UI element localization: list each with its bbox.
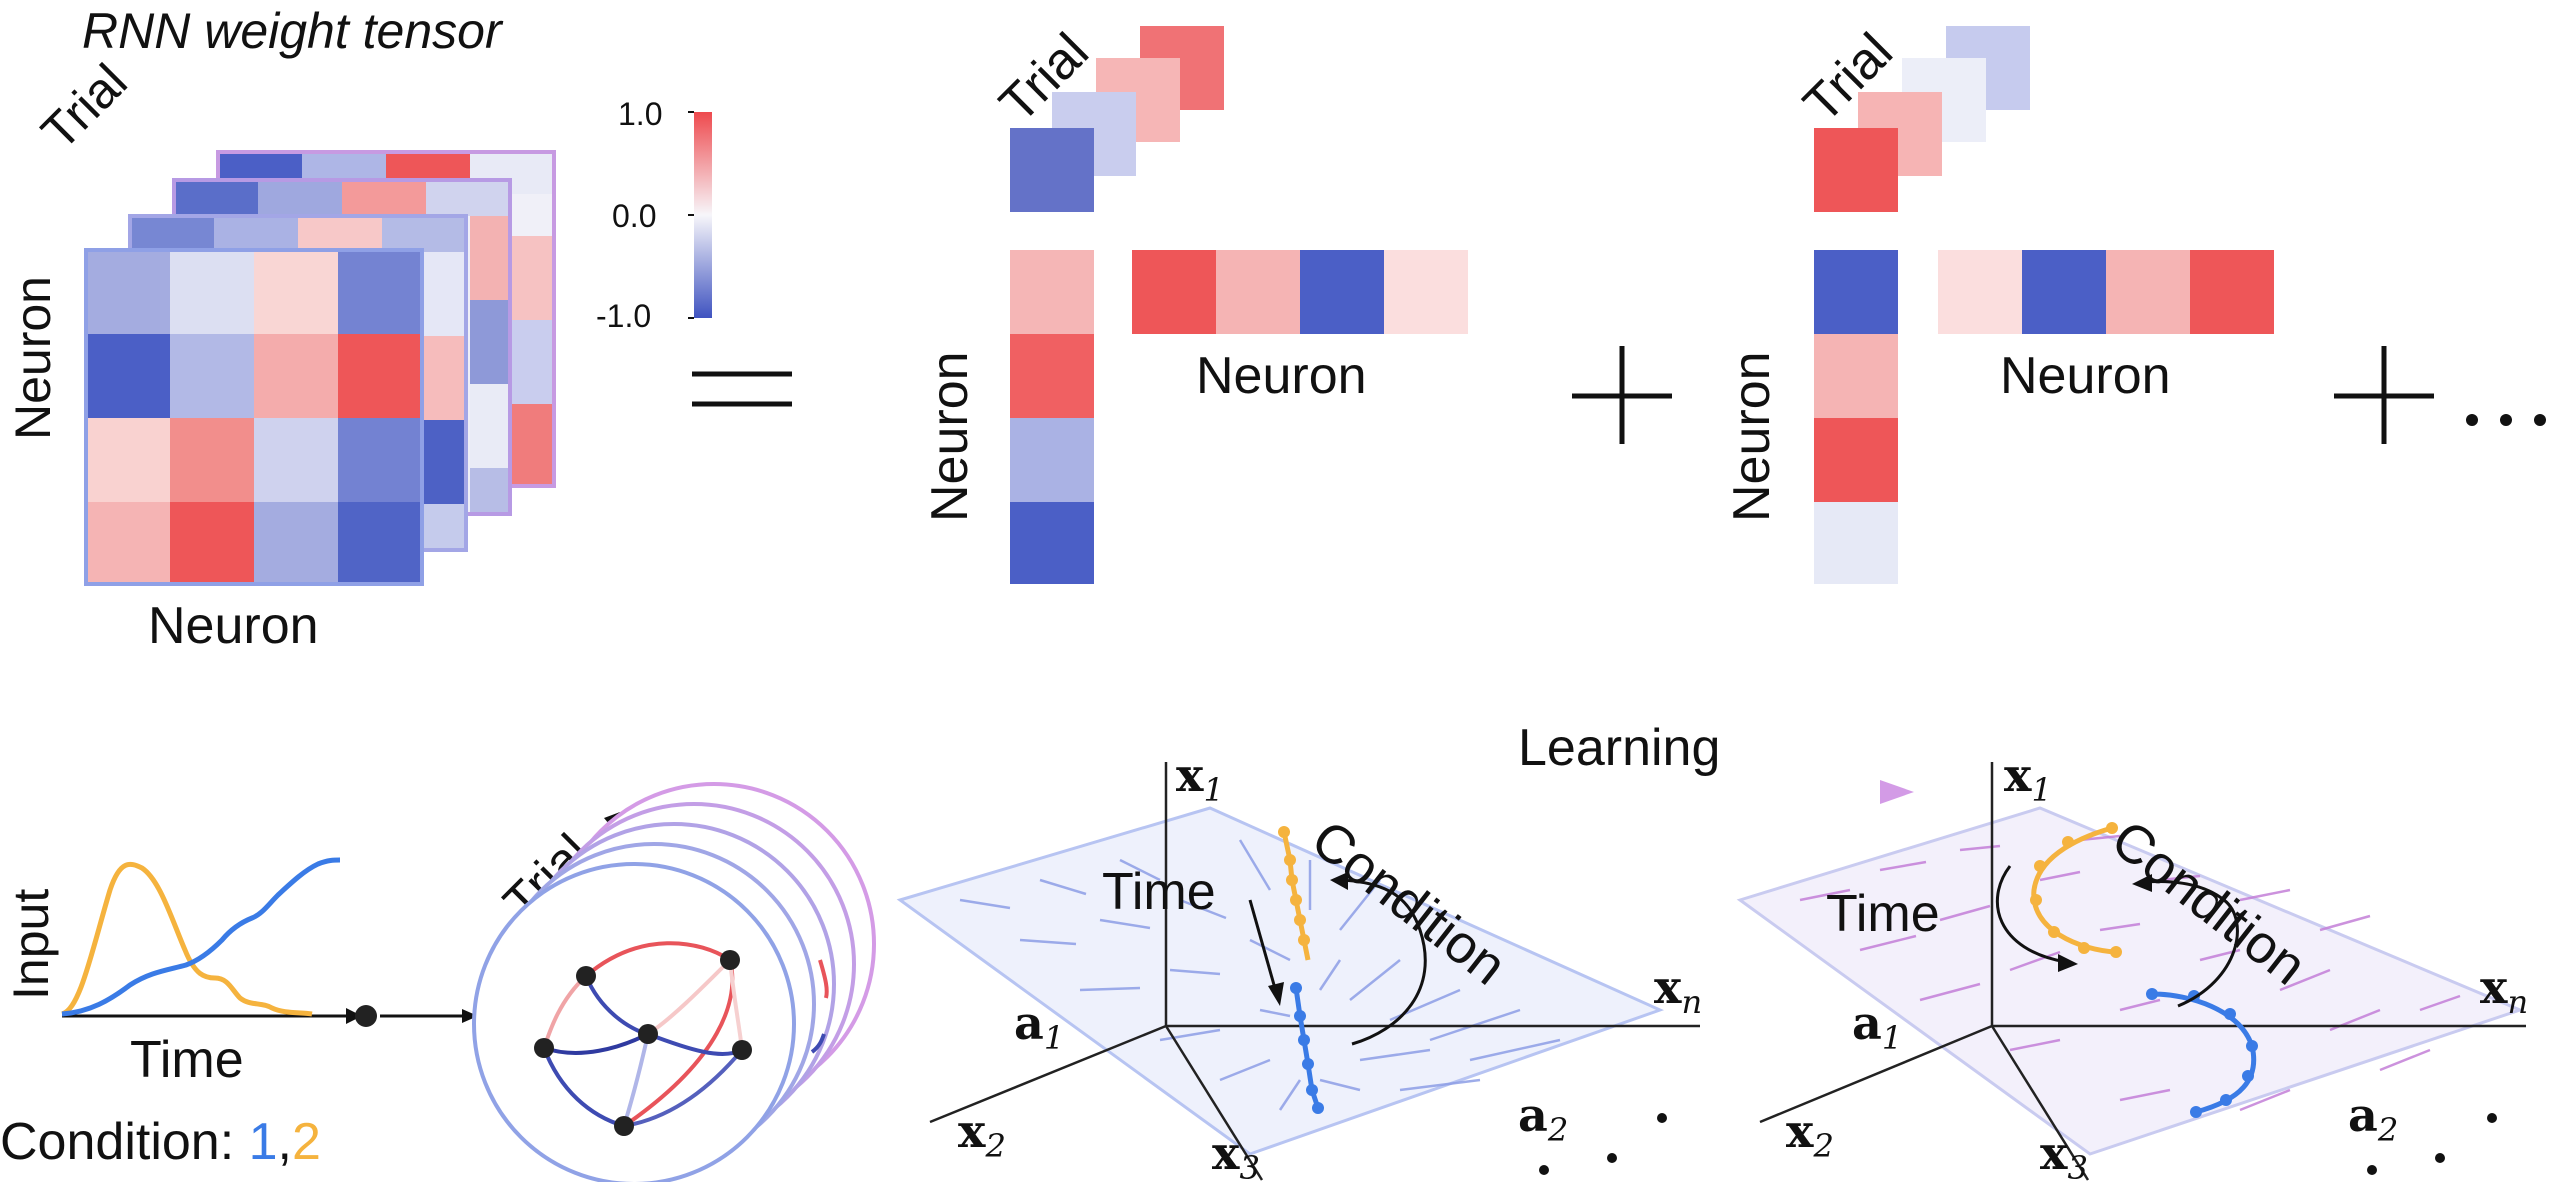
axis-a2-left: a2 (1518, 1088, 1569, 1150)
condition-prefix: Condition: (0, 1113, 249, 1171)
tensor-neuron-col-label: Neuron (148, 597, 319, 655)
ellipsis-dot (2534, 414, 2546, 426)
component1-neuron-h-label: Neuron (1196, 347, 1367, 405)
network-trial-stack (472, 782, 876, 1182)
network-front (472, 862, 796, 1182)
plus-sign-2 (2334, 346, 2546, 444)
axes-left (929, 762, 1700, 1181)
component2-trial-factor (1814, 26, 2030, 212)
component2-neuron-h-label: Neuron (2000, 347, 2171, 405)
learning-arrow (1380, 780, 1914, 804)
axis-x1-right: x1 (2004, 748, 2052, 810)
component2-neuron-factor-horizontal (1938, 250, 2274, 334)
axes-right (1759, 762, 2526, 1181)
arrow-icon (462, 1009, 478, 1023)
axis-a1-right: a1 (1852, 996, 1903, 1058)
time-label-left: Time (1102, 863, 1216, 921)
network-node (355, 1005, 377, 1027)
time-axis-label: Time (130, 1031, 244, 1089)
tensor-title: RNN weight tensor (82, 3, 502, 59)
colorbar-mid-label: 0.0 (612, 198, 657, 234)
equals-sign (692, 371, 792, 407)
component2-neuron-factor-vertical (1814, 250, 1898, 584)
weight-tensor-stack (84, 150, 556, 586)
arrow-icon (1330, 872, 1348, 890)
arrow-icon (346, 1008, 362, 1024)
colorbar-max-label: 1.0 (618, 96, 663, 132)
component1-neuron-factor-vertical (1010, 250, 1094, 584)
component2-factors (1814, 26, 2274, 584)
axis-xn-left: xn (1654, 960, 1703, 1022)
arrow-icon (1268, 982, 1284, 1006)
axis-xn-right: xn (2480, 960, 2529, 1022)
plus-sign-1 (1572, 346, 1672, 444)
arrow-icon (2132, 874, 2152, 892)
time-label-right: Time (1826, 885, 1940, 943)
input-series-condition-2 (60, 861, 313, 1017)
axis-a1-left: a1 (1014, 996, 1065, 1058)
axis-a2-right: a2 (2348, 1088, 2399, 1150)
tensor-slice-0 (84, 248, 424, 586)
colorbar-gradient (694, 112, 712, 318)
plane-right (1736, 806, 2525, 1156)
condition-1: 1 (248, 1113, 278, 1171)
ellipsis-dot (2500, 414, 2512, 426)
trajectory-points-condition-1-right (2146, 988, 2258, 1118)
condition-legend: Condition: 1,2 (0, 1112, 321, 1172)
plane-left (896, 806, 1665, 1156)
colorbar (688, 111, 712, 319)
component1-factors (1010, 26, 1468, 584)
input-series-condition-1 (61, 857, 341, 1017)
trajectory-points-condition-2-right (2030, 822, 2122, 958)
component1-trial-factor (1010, 26, 1224, 212)
axis-x3-right: x3 (2040, 1126, 2088, 1187)
network-nodes (534, 950, 752, 1136)
arrow-icon (1880, 780, 1914, 804)
learning-label: Learning (1518, 719, 1721, 777)
axis-x3-left: x3 (1212, 1126, 1260, 1187)
ellipsis-dot (2466, 414, 2478, 426)
arrow-icon (2058, 954, 2078, 972)
trajectory-points-condition-2-left (1278, 826, 1310, 946)
condition-2: 2 (291, 1113, 321, 1171)
flow-field-right (1799, 834, 2461, 1112)
component1-neuron-factor-horizontal (1132, 250, 1468, 334)
axis-x2-left: x2 (958, 1104, 1006, 1166)
axis-x1-left: x1 (1176, 748, 1224, 810)
colorbar-min-label: -1.0 (596, 298, 652, 334)
condition-sep: , (277, 1113, 292, 1171)
trajectory-points-condition-1-left (1290, 982, 1324, 1114)
axis-x2-right: x2 (1786, 1104, 1834, 1166)
input-time-series-plot (60, 857, 478, 1027)
